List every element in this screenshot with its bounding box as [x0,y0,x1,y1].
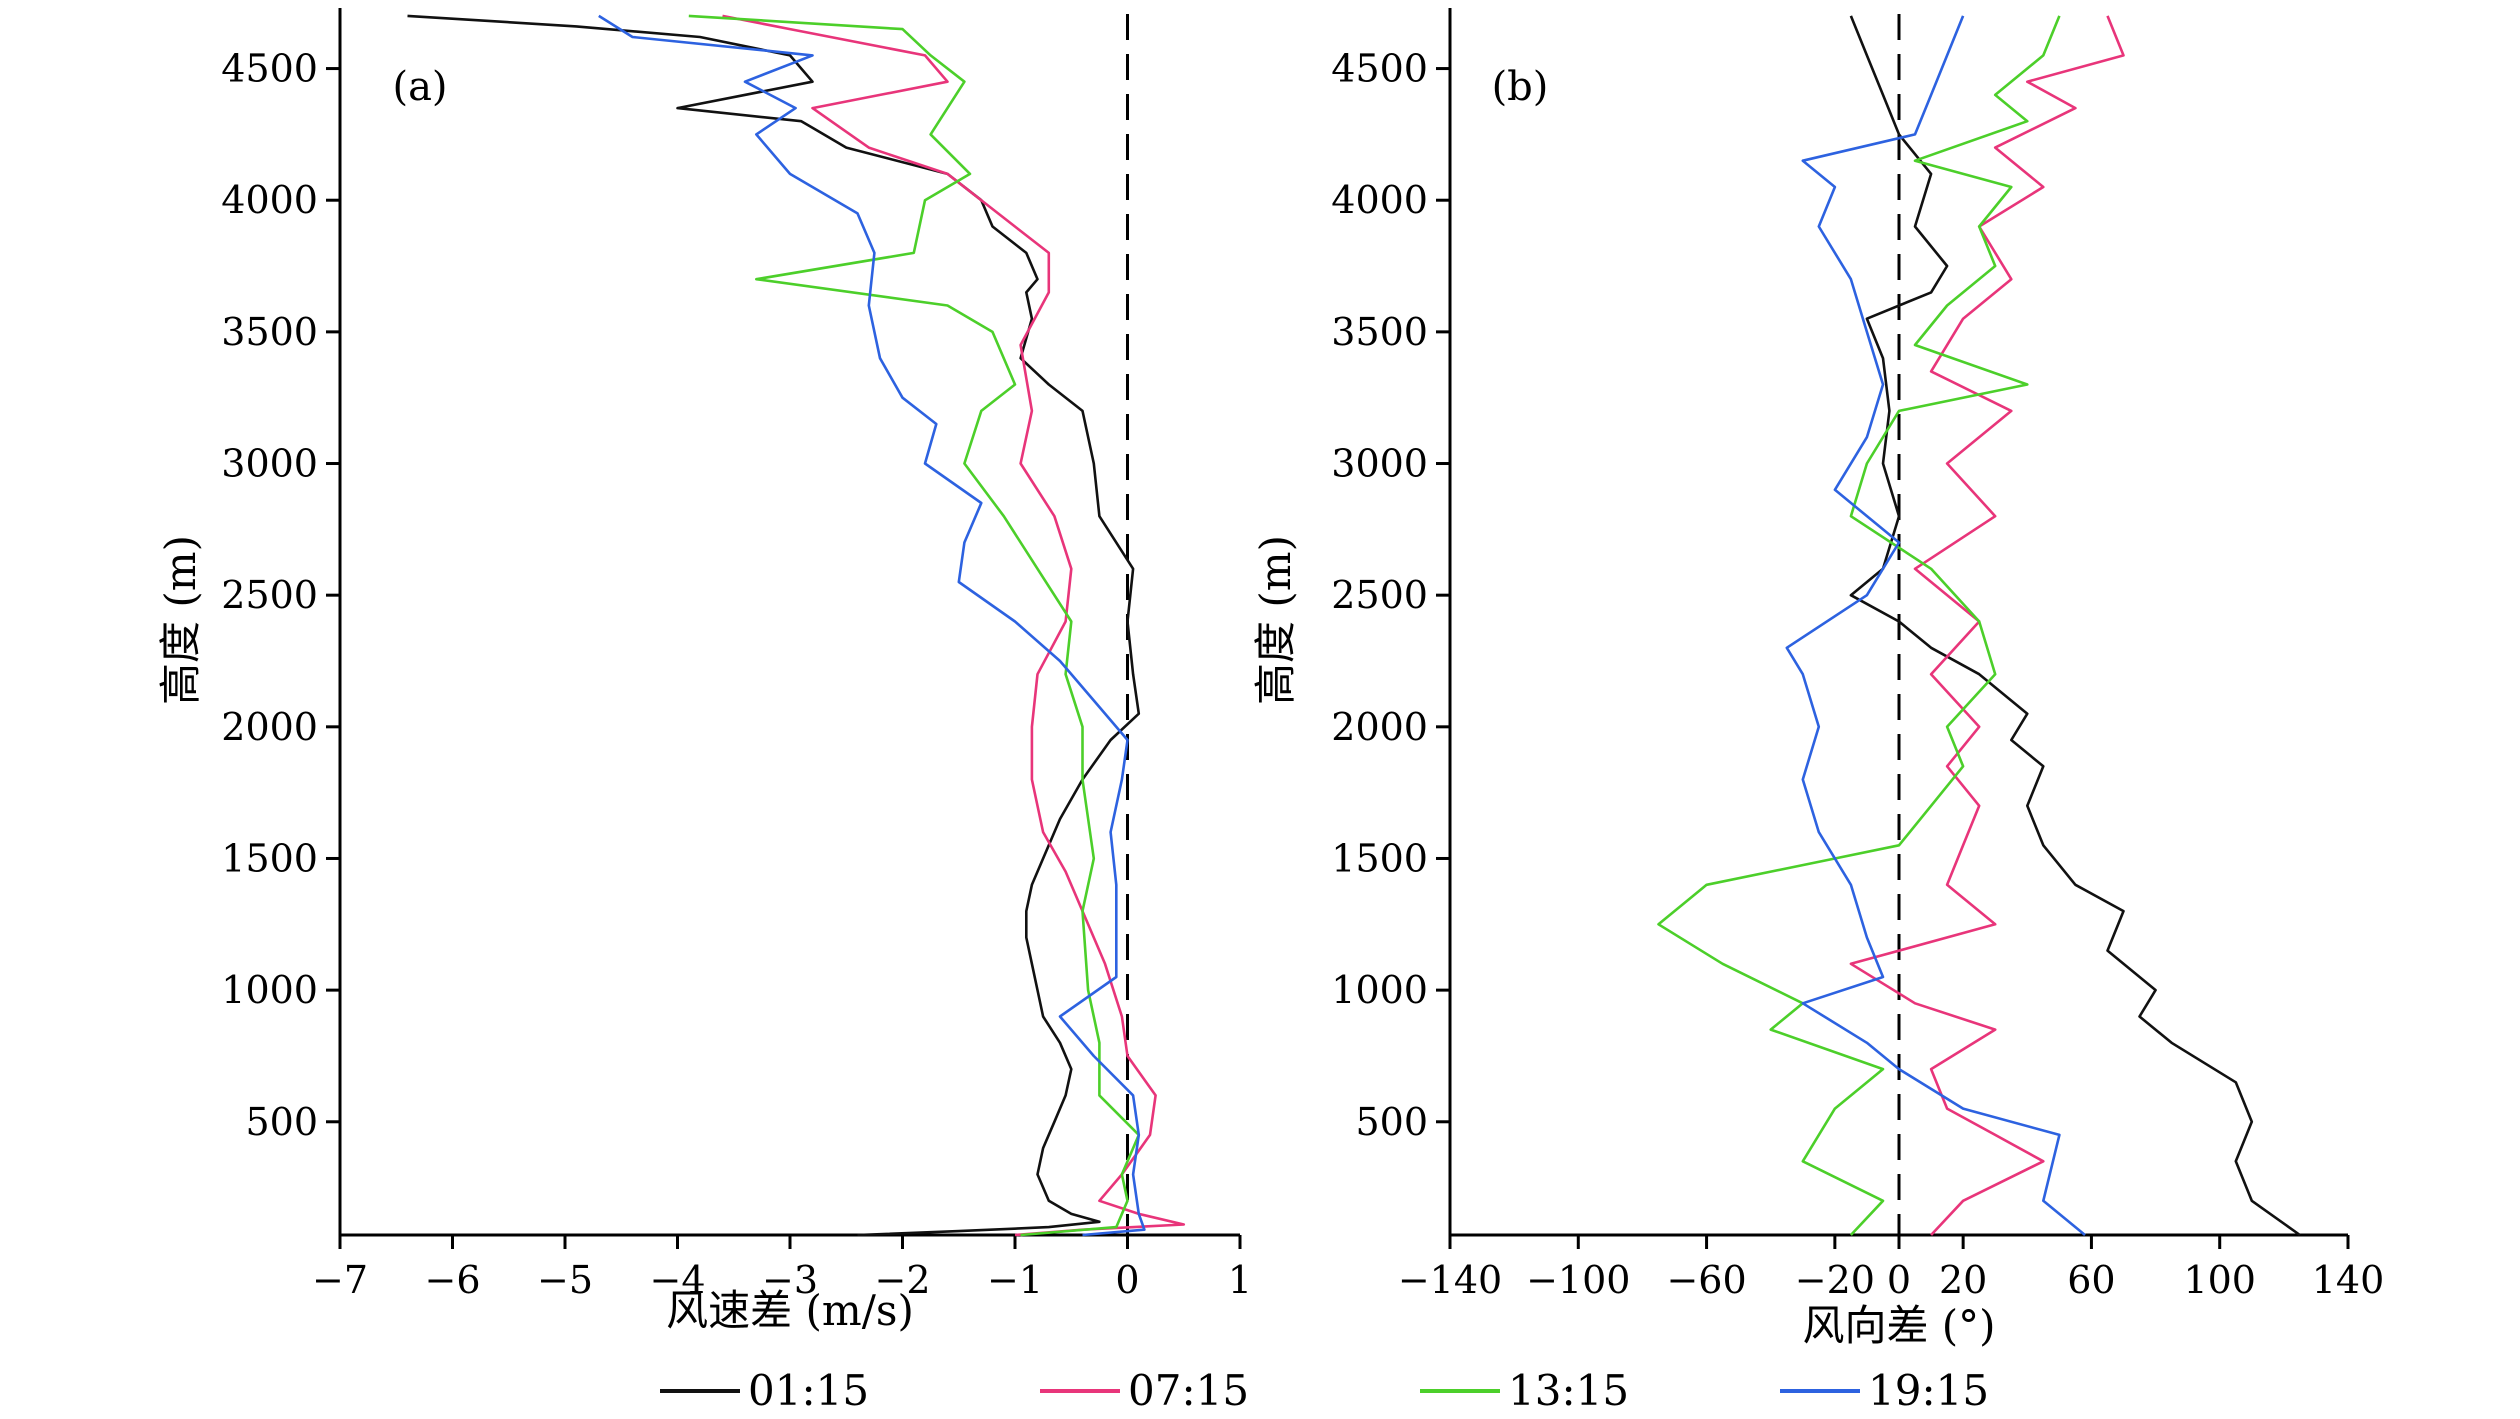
legend-label: 19:15 [1868,1366,1989,1415]
x-tick-label: −20 [1795,1258,1875,1302]
y-axis-label: 高度 (m) [1251,535,1300,705]
y-tick-label: 500 [245,1100,318,1144]
x-axis-label: 风向差 (°) [1802,1301,1995,1350]
legend-label: 13:15 [1508,1366,1629,1415]
x-tick-label: 60 [2067,1258,2115,1302]
y-tick-label: 3500 [221,310,318,354]
y-tick-label: 3000 [1331,442,1428,486]
panel-b-wind-direction-difference: −140 −100 −60 −20 0 20 60 100 140 500 1000 1500 2000… [1251,8,2384,1350]
x-tick-label: −5 [537,1258,593,1302]
panel-label: (a) [392,64,447,110]
y-tick-label: 1000 [221,968,318,1012]
y-tick-label: 2000 [221,705,318,749]
x-tick-label: −7 [312,1258,368,1302]
legend-label: 01:15 [748,1366,869,1415]
x-tick-label: −2 [874,1258,930,1302]
y-tick-label: 500 [1355,1100,1428,1144]
x-tick-label: 0 [1887,1258,1911,1302]
y-tick-label: 3000 [221,442,318,486]
y-tick-label: 1000 [1331,968,1428,1012]
y-tick-label: 2000 [1331,705,1428,749]
x-tick-label: −1 [987,1258,1043,1302]
series-line-0115 [1849,15,2301,1237]
y-tick-label: 4000 [1331,178,1428,222]
panel-label: (b) [1492,64,1549,110]
x-tick-label: −100 [1526,1258,1630,1302]
x-tick-label: −140 [1398,1258,1502,1302]
series-line-1915 [1785,15,2086,1237]
series-line-1315 [1657,15,2061,1236]
x-tick-label: 0 [1115,1258,1139,1302]
x-tick-label: −60 [1666,1258,1746,1302]
series-line-0715 [722,14,1186,1237]
y-tick-label: 2500 [221,573,318,617]
legend: 01:15 07:15 13:15 19:15 [660,1366,1989,1415]
y-tick-label: 4500 [221,47,318,91]
y-tick-label: 3500 [1331,310,1428,354]
y-axis-label: 高度 (m) [156,535,205,705]
y-tick-label: 1500 [1331,836,1428,880]
series-line-1315 [688,14,1141,1237]
panel-a-wind-speed-difference: −7 −6 −5 −4 −3 −2 −1 0 1500100015002000250030003… [156,8,1252,1335]
x-tick-label: 20 [1939,1258,1987,1302]
x-axis-label: 风速差 (m/s) [666,1286,914,1335]
x-tick-label: −6 [424,1258,480,1302]
y-tick-label: 2500 [1331,573,1428,617]
legend-label: 07:15 [1128,1366,1249,1415]
x-tick-label: −3 [762,1258,818,1302]
series-line-1915 [598,14,1146,1237]
y-tick-label: 4500 [1331,47,1428,91]
x-tick-label: 100 [2183,1258,2256,1302]
y-tick-label: 4000 [221,178,318,222]
series-line-0115 [407,14,1141,1237]
series-line-0715 [1849,15,2125,1236]
x-tick-label: −4 [649,1258,705,1302]
x-tick-label: 140 [2312,1258,2385,1302]
x-tick-label: 1 [1228,1258,1252,1302]
y-tick-label: 1500 [221,836,318,880]
